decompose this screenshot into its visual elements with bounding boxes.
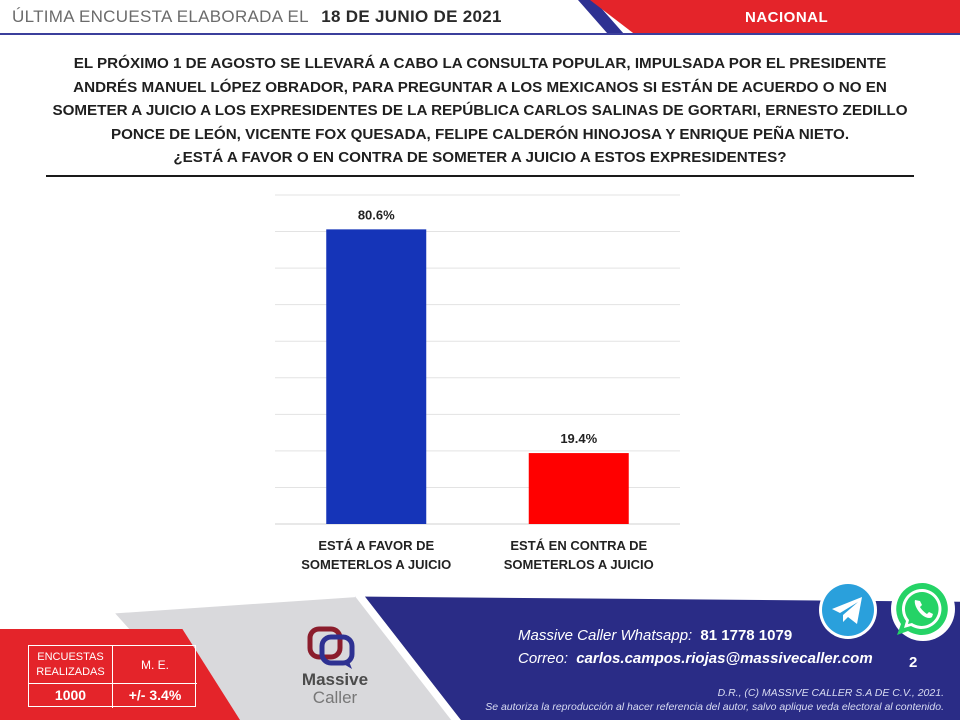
logo-line: Caller [312,688,358,707]
bar [326,229,427,524]
legal-notice: D.R., (C) MASSIVE CALLER S.A DE C.V., 20… [485,686,944,714]
whatsapp-label: Massive Caller Whatsapp: [518,627,693,644]
survey-date-heading: ÚLTIMA ENCUESTA ELABORADA EL 18 DE JUNIO… [12,7,502,27]
surveys-label-line: ENCUESTAS [37,651,104,663]
contact-info: Massive Caller Whatsapp: 81 1778 1079 Co… [518,624,873,670]
email-address[interactable]: carlos.campos.riojas@massivecaller.com [576,650,873,667]
logo-line: Massive [301,670,369,689]
header-bar: ÚLTIMA ENCUESTA ELABORADA EL 18 DE JUNIO… [0,0,960,34]
bar [528,453,629,524]
email-label: Correo: [518,650,569,667]
whatsapp-number[interactable]: 81 1778 1079 [700,627,793,644]
margin-label: M. E. [113,646,197,684]
data-label: 19.4% [560,431,597,446]
question-line: ANDRÉS MANUEL LÓPEZ OBRADOR, PARA PREGUN… [73,78,887,96]
massive-caller-logo: Massive Caller [296,625,376,717]
question-divider [46,175,914,177]
surveys-value: 1000 [29,684,113,708]
survey-date: 18 DE JUNIO DE 2021 [321,7,502,26]
header-scope-band [590,0,960,34]
surveys-label-line: REALIZADAS [36,666,105,678]
category-label: SOMETERLOS A JUICIO [504,557,654,572]
question-line: PONCE DE LEÓN, VICENTE FOX QUESADA, FELI… [110,125,850,143]
telegram-icon[interactable] [818,580,878,640]
survey-stats-table: ENCUESTAS REALIZADAS M. E. 1000 +/- 3.4% [28,645,197,708]
surveys-label: ENCUESTAS REALIZADAS [29,646,113,684]
category-label: SOMETERLOS A JUICIO [301,557,451,572]
copyright-line: D.R., (C) MASSIVE CALLER S.A DE C.V., 20… [717,687,944,699]
reproduction-notice: Se autoriza la reproducción al hacer ref… [485,701,944,713]
survey-date-label: ÚLTIMA ENCUESTA ELABORADA EL [12,7,309,26]
logo-mark-icon [307,626,355,669]
email-contact: Correo: carlos.campos.riojas@massivecall… [518,647,873,670]
survey-question: EL PRÓXIMO 1 DE AGOSTO SE LLEVARÁ A CABO… [40,52,920,170]
header-background [0,0,640,34]
whatsapp-icon[interactable] [890,576,956,642]
page-number: 2 [909,654,918,671]
question-line: ¿ESTÁ A FAVOR O EN CONTRA DE SOMETER A J… [173,149,787,166]
logo-wordmark: Massive Caller [296,671,374,707]
question-line: SOMETER A JUICIO A LOS EXPRESIDENTES DE … [52,102,908,119]
question-line: EL PRÓXIMO 1 DE AGOSTO SE LLEVARÁ A CABO… [73,55,887,72]
category-label: ESTÁ A FAVOR DE [318,538,434,553]
whatsapp-contact: Massive Caller Whatsapp: 81 1778 1079 [518,624,873,647]
data-label: 80.6% [358,207,395,222]
category-label: ESTÁ EN CONTRA DE [510,538,647,553]
margin-value: +/- 3.4% [128,687,182,703]
scope-label: NACIONAL [745,9,829,26]
header-divider [0,33,960,35]
